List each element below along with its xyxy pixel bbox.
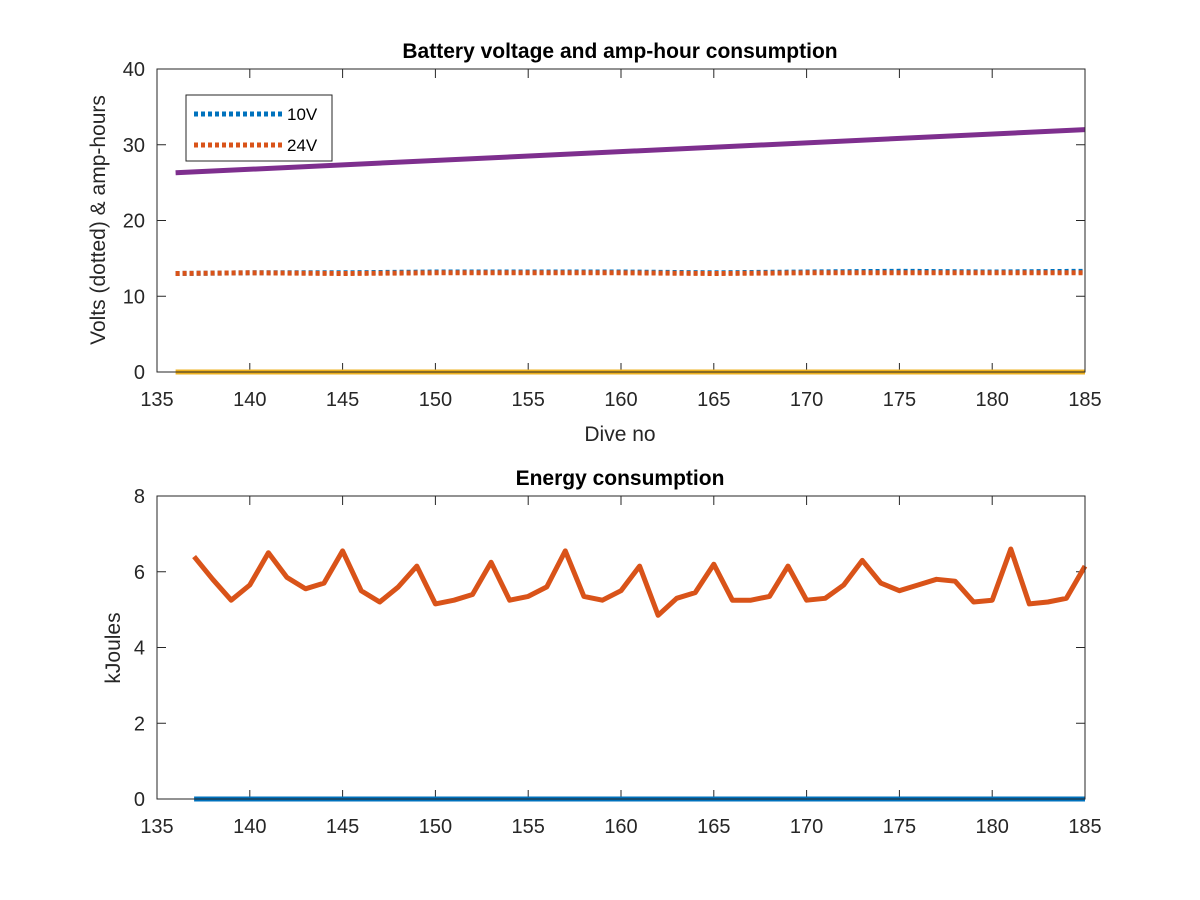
voltage-plot-title: Battery voltage and amp-hour consumption [402,40,837,63]
series-line-series-1 [192,546,1088,618]
y-tick-label: 10 [123,286,145,308]
x-tick-label: 185 [1068,816,1101,838]
x-tick-label: 155 [512,389,545,411]
y-tick-label: 6 [134,562,145,584]
y-tick-label: 8 [134,486,145,508]
x-tick-label: 165 [697,816,730,838]
x-tick-label: 135 [140,389,173,411]
x-tick-label: 135 [140,816,173,838]
voltage-plot-ylabel: Volts (dotted) & amp-hours [87,95,110,345]
energy-plot-title: Energy consumption [516,467,725,490]
x-tick-label: 155 [512,816,545,838]
y-tick-label: 2 [134,713,145,735]
series-line-series-3 [175,127,1086,176]
legend-label-10v: 10V [287,105,318,124]
y-tick-label: 40 [123,59,145,81]
energy-plot-axes-box [156,495,1086,800]
x-tick-label: 150 [419,816,452,838]
x-tick-label: 160 [604,389,637,411]
voltage-plot-ticks: 135 140 145 150 155 160 165 170 175 180 185 0 10 20 30… [123,59,1102,411]
energy-plot: Energy consumption kJoules 135 140 145 150 1… [102,467,1102,838]
legend-label-24v: 24V [287,136,318,155]
x-tick-label: 140 [233,389,266,411]
x-tick-label: 170 [790,816,823,838]
x-tick-label: 170 [790,389,823,411]
energy-plot-ticks: 135 140 145 150 155 160 165 170 175 180 185 0 2 4 6 8 [134,486,1102,838]
y-tick-label: 4 [134,638,145,660]
voltage-plot-legend: 10V 24V [185,94,333,162]
x-tick-label: 145 [326,816,359,838]
x-tick-label: 180 [976,816,1009,838]
x-tick-label: 175 [883,389,916,411]
y-tick-label: 30 [123,135,145,157]
x-tick-label: 180 [976,389,1009,411]
x-tick-label: 150 [419,389,452,411]
x-tick-label: 160 [604,816,637,838]
x-tick-label: 175 [883,816,916,838]
x-tick-label: 145 [326,389,359,411]
x-tick-label: 165 [697,389,730,411]
voltage-plot-axes-box [156,68,1086,373]
energy-plot-ylabel: kJoules [102,612,125,683]
legend-box [185,94,333,162]
series-line-24v [175,270,1085,276]
voltage-plot-xlabel: Dive no [584,423,655,446]
voltage-plot-series [175,127,1086,375]
x-tick-label: 140 [233,816,266,838]
y-tick-label: 0 [134,362,145,384]
y-tick-label: 0 [134,789,145,811]
y-tick-label: 20 [123,211,145,233]
voltage-amphour-plot: Battery voltage and amp-hour consumption… [87,40,1102,446]
energy-plot-series [192,546,1088,802]
x-tick-label: 185 [1068,389,1101,411]
